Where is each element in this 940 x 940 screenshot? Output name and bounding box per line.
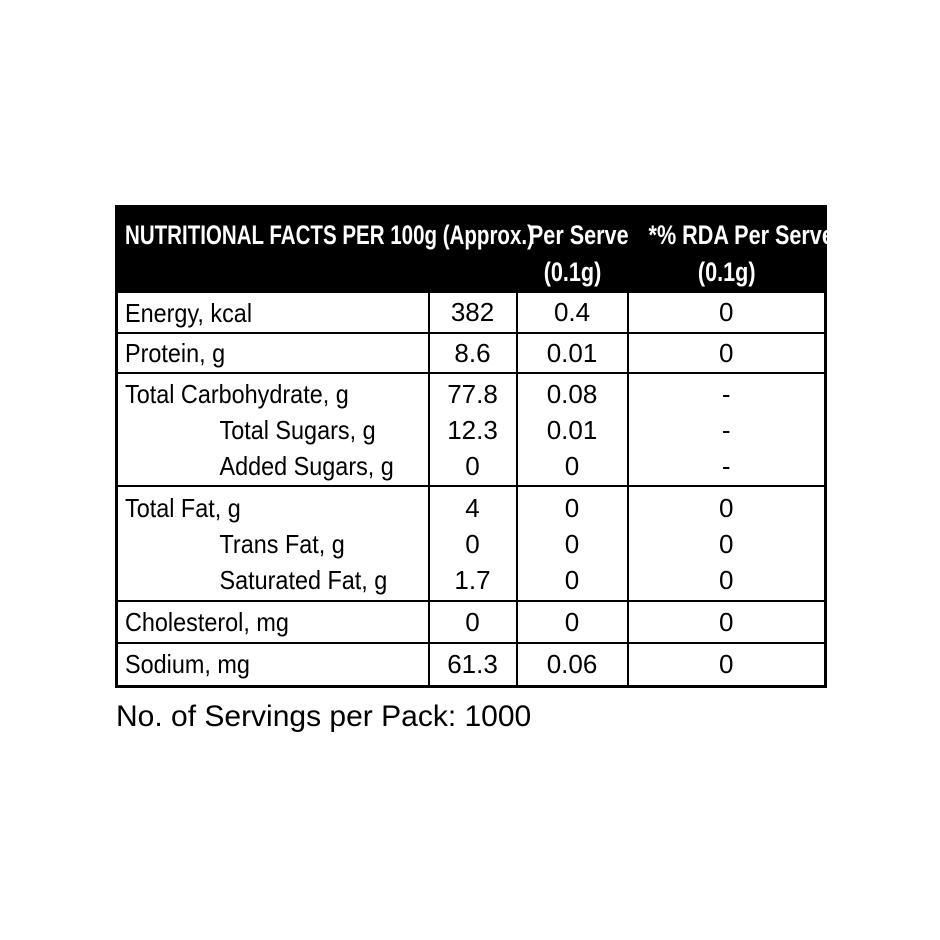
row-label: Total Fat, g: [125, 492, 241, 523]
header-rda-line1: *% RDA Per Serve: [648, 220, 834, 250]
header-title-cell: NUTRITIONAL FACTS PER 100g (Approx.): [115, 205, 534, 293]
value-per-serve-group: 0 0 0: [515, 485, 629, 602]
value-per-100g: 61.3: [427, 642, 518, 687]
value-rda: 0: [626, 642, 827, 687]
header-per-serve-cell: Per Serve (0.1g): [515, 205, 629, 293]
row-group-carbohydrate: Total Carbohydrate, g Total Sugars, g Ad…: [115, 372, 827, 487]
value-per-serve: 0.01: [546, 414, 598, 445]
value-rda: 0: [719, 528, 734, 559]
value-per-100g-group: 77.8 12.3 0: [427, 372, 518, 487]
value-rda: -: [721, 414, 731, 445]
row-label-cell: Energy, kcal: [115, 291, 430, 334]
value-per-100g: 1.7: [454, 564, 491, 595]
value-per-serve: 0: [564, 450, 580, 481]
value-per-serve: 0.01: [515, 332, 629, 374]
value-per-100g: 12.3: [447, 414, 498, 445]
value-per-serve: 0.08: [546, 378, 598, 409]
value-per-100g: 0: [465, 450, 480, 481]
row-label: Protein, g: [125, 338, 226, 368]
value-per-100g-group: 4 0 1.7: [427, 485, 518, 602]
value-rda-group: - - -: [626, 372, 827, 487]
header-rda-line2: (0.1g): [697, 257, 756, 287]
servings-note: No. of Servings per Pack: 1000: [116, 700, 532, 733]
value-per-serve: 0.4: [515, 291, 629, 334]
row-label-cell: Total Carbohydrate, g Total Sugars, g Ad…: [115, 372, 430, 487]
value-per-serve-group: 0.08 0.01 0: [515, 372, 629, 487]
row-energy: Energy, kcal 382 0.4 0: [115, 291, 827, 334]
row-sodium: Sodium, mg 61.3 0.06 0: [115, 642, 827, 687]
value-per-serve: 0: [515, 600, 629, 644]
value-per-serve: 0: [564, 492, 580, 523]
value-rda: 0: [626, 600, 827, 644]
value-rda: -: [721, 378, 731, 409]
row-group-fat: Total Fat, g Trans Fat, g Saturated Fat,…: [115, 485, 827, 602]
value-rda: -: [721, 450, 731, 481]
row-label: Cholesterol, mg: [125, 607, 289, 637]
row-label-cell: Total Fat, g Trans Fat, g Saturated Fat,…: [115, 485, 430, 602]
nutrition-table: NUTRITIONAL FACTS PER 100g (Approx.) Per…: [115, 205, 834, 688]
value-rda: 0: [626, 332, 827, 374]
value-rda-group: 0 0 0: [626, 485, 827, 602]
row-label-cell: Protein, g: [115, 332, 430, 374]
row-sublabel: Trans Fat, g: [219, 528, 345, 559]
header-per-serve-line1: Per Serve: [528, 220, 629, 250]
header-rda-cell: *% RDA Per Serve (0.1g): [626, 205, 834, 293]
row-sublabel: Added Sugars, g: [219, 450, 394, 481]
value-rda: 0: [626, 291, 827, 334]
header-title: NUTRITIONAL FACTS PER 100g (Approx.): [125, 220, 534, 250]
row-sublabel: Saturated Fat, g: [219, 564, 388, 595]
row-label: Energy, kcal: [125, 297, 253, 328]
value-rda: 0: [719, 564, 734, 595]
header-per-serve-line2: (0.1g): [543, 257, 601, 287]
row-label: Sodium, mg: [125, 649, 250, 680]
value-per-100g: 0: [427, 600, 518, 644]
value-rda: 0: [719, 492, 734, 523]
value-per-100g: 77.8: [447, 378, 498, 409]
table-header-row: NUTRITIONAL FACTS PER 100g (Approx.) Per…: [115, 205, 834, 293]
value-per-serve: 0: [564, 564, 580, 595]
row-sublabel: Total Sugars, g: [219, 414, 376, 445]
value-per-100g: 4: [465, 492, 480, 523]
nutrition-panel: NUTRITIONAL FACTS PER 100g (Approx.) Per…: [115, 205, 834, 733]
row-protein: Protein, g 8.6 0.01 0: [115, 332, 827, 374]
value-per-100g: 0: [465, 528, 480, 559]
row-cholesterol: Cholesterol, mg 0 0 0: [115, 600, 827, 644]
row-label-cell: Sodium, mg: [115, 642, 430, 687]
value-per-serve: 0: [564, 528, 580, 559]
value-per-100g: 382: [427, 291, 518, 334]
value-per-serve: 0.06: [515, 642, 629, 687]
value-per-100g: 8.6: [427, 332, 518, 374]
row-label-cell: Cholesterol, mg: [115, 600, 430, 644]
row-label: Total Carbohydrate, g: [125, 378, 349, 409]
